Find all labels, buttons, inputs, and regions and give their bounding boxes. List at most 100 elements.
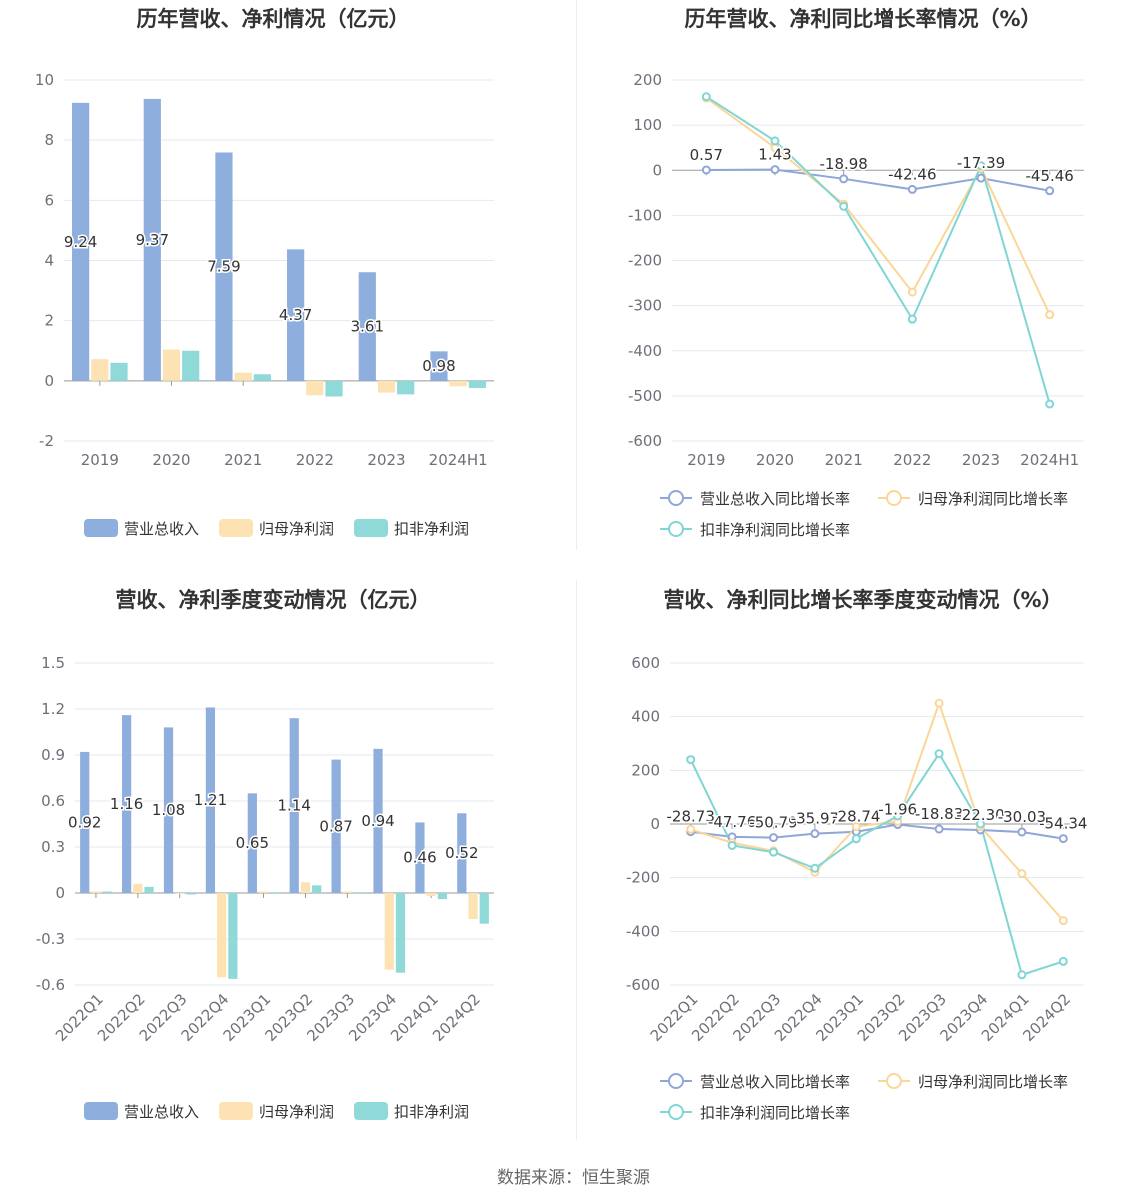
- legend-label-revenue-growth[interactable]: 营业总收入同比增长率: [700, 1073, 850, 1091]
- legend-swatch-net-profit[interactable]: [219, 519, 253, 537]
- legend-marker-net-growth[interactable]: [886, 490, 902, 506]
- point-revenue-growth[interactable]: [1045, 186, 1055, 196]
- bar-net-profit[interactable]: [306, 380, 324, 396]
- point-net-growth[interactable]: [851, 822, 861, 832]
- bar-net-profit[interactable]: [449, 380, 467, 387]
- bar-revenue[interactable]: [415, 822, 425, 893]
- bar-deducted-profit[interactable]: [182, 350, 200, 381]
- bar-net-profit[interactable]: [377, 380, 396, 393]
- bar-deducted-profit[interactable]: [228, 893, 238, 979]
- bar-revenue[interactable]: [287, 249, 305, 381]
- point-deducted-growth[interactable]: [1058, 956, 1068, 966]
- legend-label-revenue[interactable]: 营业总收入: [124, 1103, 199, 1121]
- bar-revenue[interactable]: [289, 718, 299, 893]
- bar-deducted-profit[interactable]: [479, 893, 489, 924]
- legend-swatch-deducted-profit[interactable]: [354, 519, 388, 537]
- legend-label-deducted-growth[interactable]: 扣非净利润同比增长率: [700, 521, 850, 539]
- point-deducted-growth[interactable]: [769, 847, 778, 857]
- bar-deducted-profit[interactable]: [144, 886, 154, 893]
- point-deducted-growth[interactable]: [770, 136, 780, 146]
- point-deducted-growth[interactable]: [1045, 399, 1055, 409]
- bar-deducted-profit[interactable]: [312, 885, 322, 893]
- point-revenue-growth[interactable]: [810, 829, 820, 839]
- point-deducted-growth[interactable]: [839, 201, 849, 211]
- bar-revenue[interactable]: [143, 98, 161, 381]
- point-revenue-growth[interactable]: [976, 173, 986, 183]
- bar-deducted-profit[interactable]: [397, 380, 415, 395]
- legend-label-net-profit[interactable]: 归母净利润: [259, 520, 334, 538]
- bar-deducted-profit[interactable]: [110, 362, 128, 381]
- bar-revenue[interactable]: [215, 152, 233, 381]
- point-revenue-growth[interactable]: [934, 824, 944, 834]
- point-net-growth[interactable]: [1017, 869, 1027, 879]
- legend-swatch-deducted-profit[interactable]: [354, 1102, 388, 1120]
- point-revenue-growth[interactable]: [769, 833, 778, 843]
- legend-label-deducted-profit[interactable]: 扣非净利润: [394, 520, 469, 538]
- bar-net-profit[interactable]: [133, 883, 143, 893]
- bar-revenue[interactable]: [163, 727, 174, 893]
- point-deducted-growth[interactable]: [701, 92, 711, 102]
- bar-deducted-profit[interactable]: [395, 893, 406, 973]
- legend-label-net-growth[interactable]: 归母净利润同比增长率: [918, 490, 1068, 508]
- bar-revenue[interactable]: [457, 813, 467, 893]
- bar-net-profit[interactable]: [217, 893, 227, 978]
- legend[interactable]: 营业总收入 归母净利润 扣非净利润: [84, 519, 469, 538]
- legend-marker-revenue-growth[interactable]: [668, 1073, 684, 1089]
- bar-revenue[interactable]: [331, 759, 341, 893]
- bar-net-profit[interactable]: [162, 349, 181, 381]
- point-deducted-growth[interactable]: [934, 749, 944, 759]
- point-net-growth[interactable]: [907, 287, 917, 297]
- point-revenue-growth[interactable]: [1058, 834, 1068, 844]
- legend-swatch-revenue[interactable]: [84, 519, 118, 537]
- bar-revenue[interactable]: [430, 351, 448, 381]
- bar-deducted-profit[interactable]: [325, 380, 343, 397]
- point-net-growth[interactable]: [686, 824, 696, 834]
- legend-label-net-profit[interactable]: 归母净利润: [259, 1103, 334, 1121]
- bar-revenue[interactable]: [80, 751, 90, 893]
- point-deducted-growth[interactable]: [1017, 970, 1027, 980]
- point-net-growth[interactable]: [1058, 916, 1068, 926]
- bar-net-profit[interactable]: [91, 359, 109, 381]
- point-net-growth[interactable]: [1045, 310, 1055, 320]
- bar-net-profit[interactable]: [468, 893, 478, 920]
- point-revenue-growth[interactable]: [1017, 827, 1027, 837]
- bar-deducted-profit[interactable]: [270, 892, 280, 893]
- legend-label-deducted-profit[interactable]: 扣非净利润: [394, 1103, 469, 1121]
- point-deducted-growth[interactable]: [727, 840, 737, 850]
- bar-deducted-profit[interactable]: [437, 893, 447, 900]
- bar-net-profit[interactable]: [175, 893, 185, 894]
- legend-label-revenue[interactable]: 营业总收入: [124, 520, 199, 538]
- point-deducted-growth[interactable]: [686, 755, 696, 765]
- legend-label-net-growth[interactable]: 归母净利润同比增长率: [918, 1073, 1068, 1091]
- bar-net-profit[interactable]: [384, 893, 394, 970]
- bar-deducted-profit[interactable]: [102, 891, 112, 893]
- bar-revenue[interactable]: [205, 707, 216, 893]
- point-deducted-growth[interactable]: [893, 811, 903, 821]
- legend-marker-deducted-growth[interactable]: [668, 1104, 684, 1120]
- bar-revenue[interactable]: [358, 272, 376, 381]
- point-revenue-growth[interactable]: [839, 174, 849, 184]
- legend-label-deducted-growth[interactable]: 扣非净利润同比增长率: [700, 1104, 850, 1122]
- bar-net-profit[interactable]: [258, 891, 269, 893]
- bar-net-profit[interactable]: [342, 891, 352, 893]
- bar-revenue[interactable]: [122, 715, 132, 893]
- bar-revenue[interactable]: [373, 748, 383, 893]
- legend-swatch-net-profit[interactable]: [219, 1102, 253, 1120]
- point-deducted-growth[interactable]: [907, 314, 917, 324]
- bar-net-profit[interactable]: [300, 882, 311, 893]
- point-deducted-growth[interactable]: [810, 863, 820, 873]
- legend-label-revenue-growth[interactable]: 营业总收入同比增长率: [700, 490, 850, 508]
- legend-swatch-revenue[interactable]: [84, 1102, 118, 1120]
- point-revenue-growth[interactable]: [907, 184, 917, 194]
- bar-deducted-profit[interactable]: [186, 893, 196, 895]
- legend-marker-deducted-growth[interactable]: [668, 521, 684, 537]
- legend[interactable]: 营业总收入同比增长率 归母净利润同比增长率 扣非净利润同比增长率: [660, 1073, 1068, 1122]
- point-deducted-growth[interactable]: [976, 161, 986, 171]
- legend[interactable]: 营业总收入 归母净利润 扣非净利润: [84, 1102, 469, 1121]
- point-net-growth[interactable]: [934, 698, 944, 708]
- bar-net-profit[interactable]: [426, 893, 436, 897]
- bar-net-profit[interactable]: [234, 372, 252, 381]
- bar-deducted-profit[interactable]: [468, 380, 486, 389]
- bar-deducted-profit[interactable]: [253, 374, 271, 381]
- point-deducted-growth[interactable]: [851, 834, 861, 844]
